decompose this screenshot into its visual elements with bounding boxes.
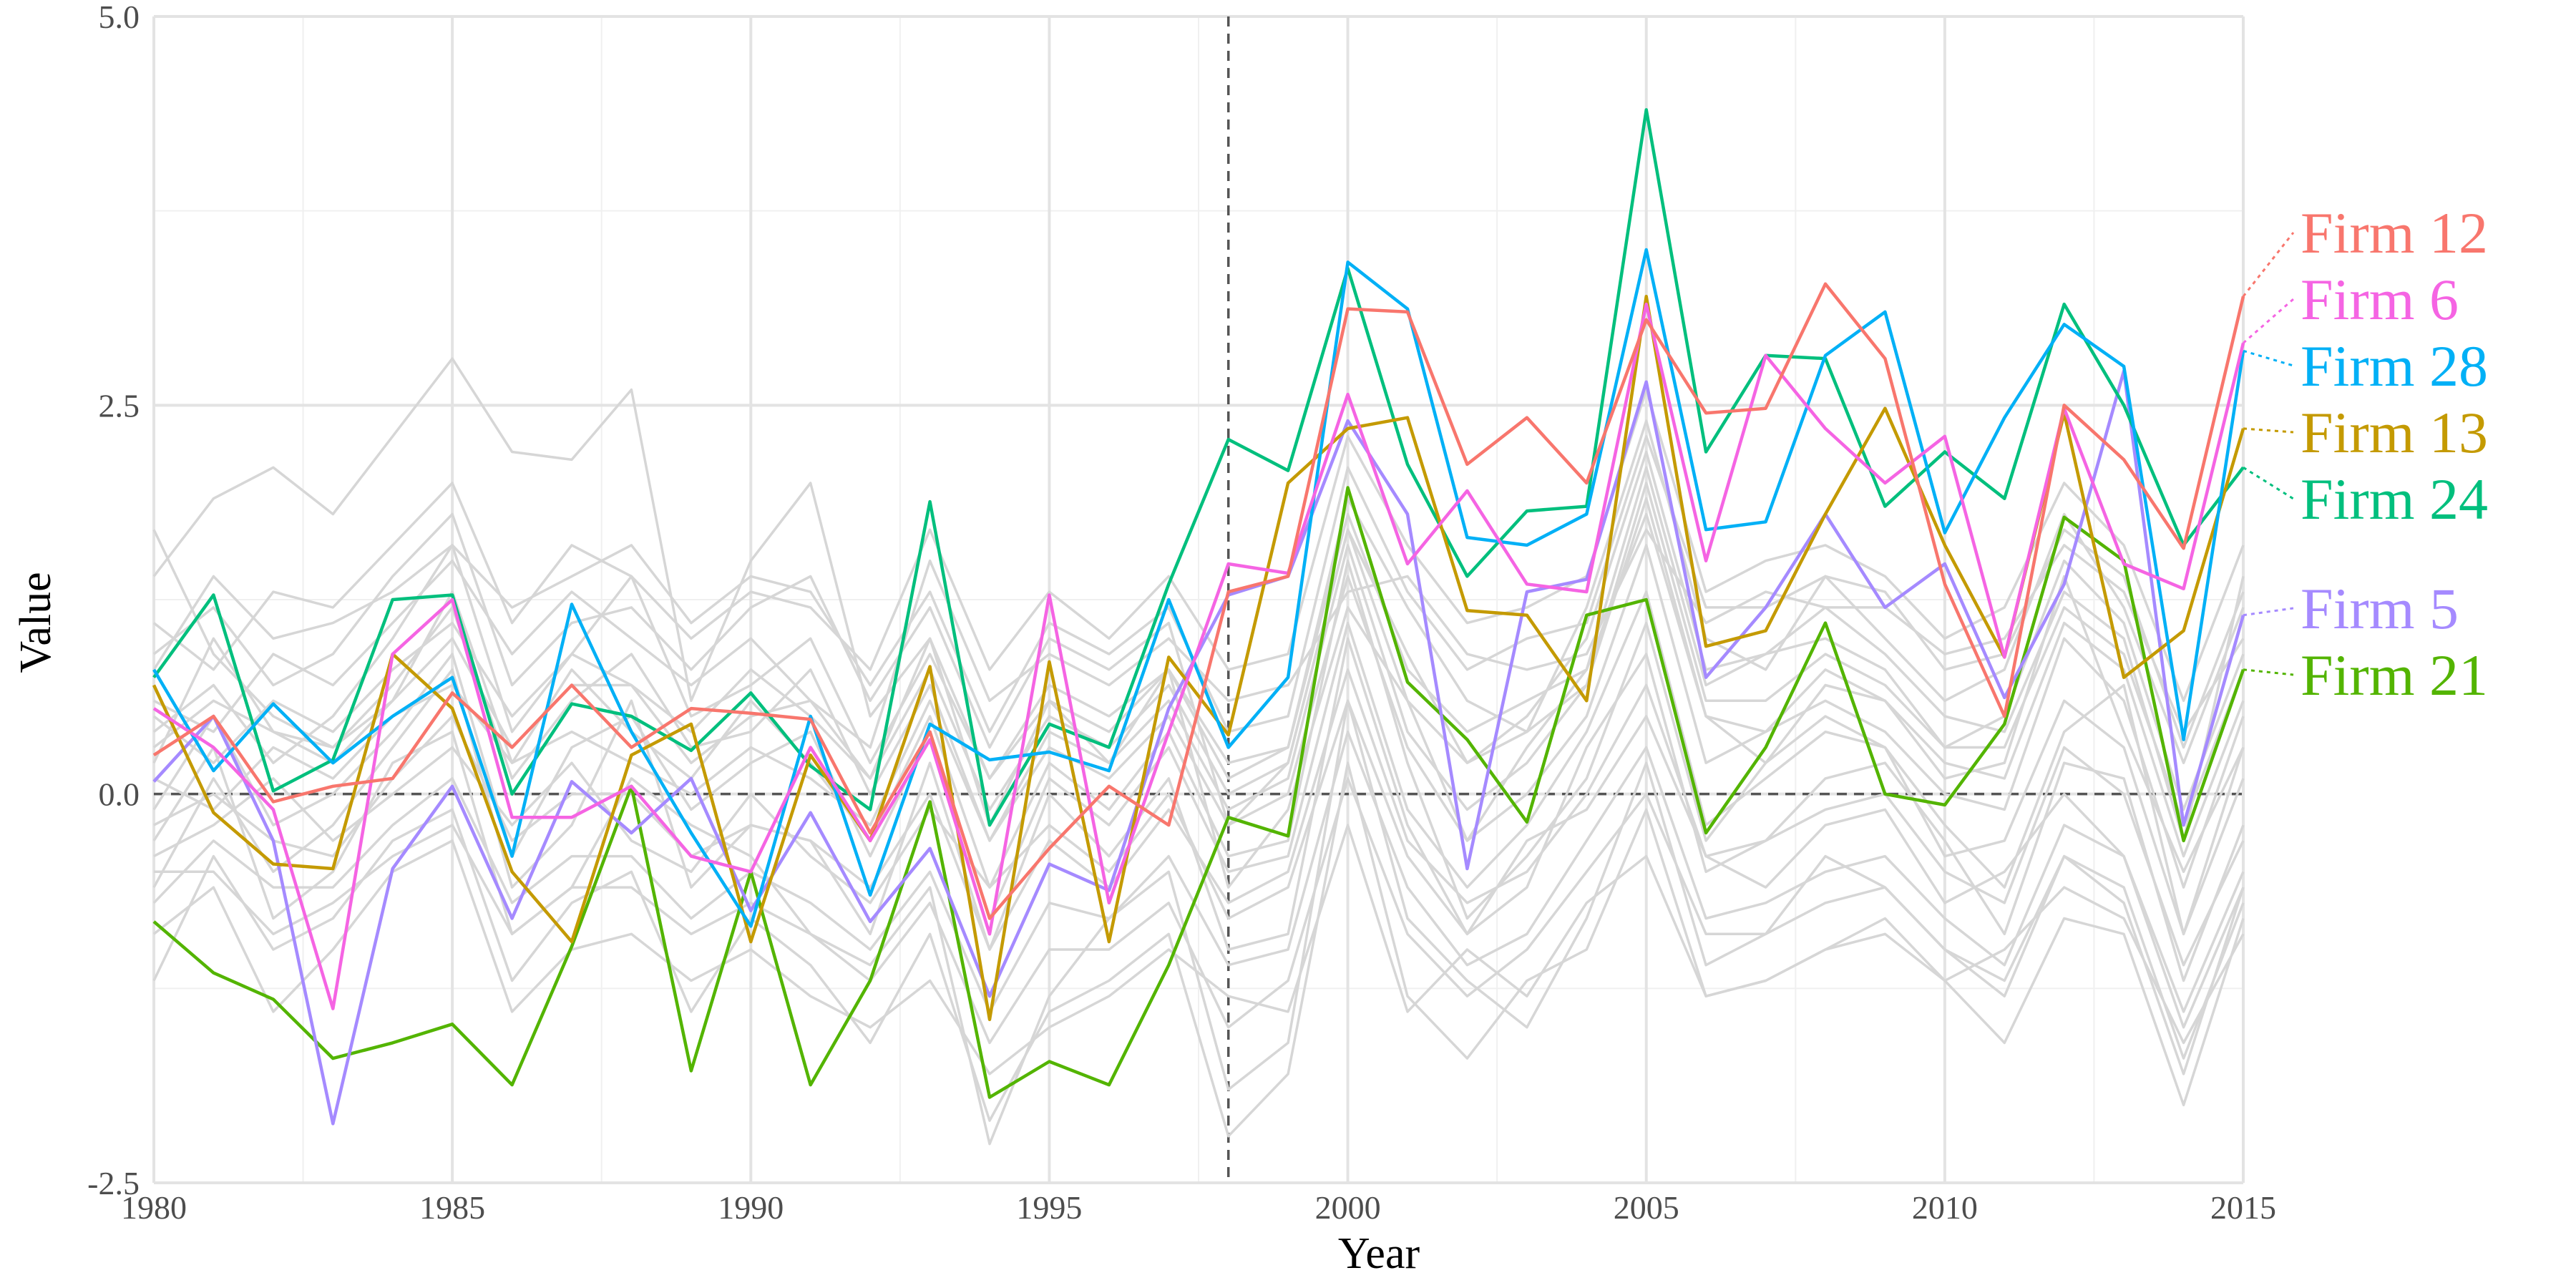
series-line-firm-28 (152, 248, 2245, 928)
y-tick-label: -2.5 (87, 1165, 140, 1201)
background-series-line (154, 777, 2245, 1060)
series-label-firm-6: Firm 6 (2301, 267, 2459, 332)
series-line-firm-13 (152, 294, 2245, 1022)
series-line-firm-12 (152, 282, 2245, 920)
x-tick-label: 1985 (419, 1189, 485, 1226)
y-tick-label: 5.0 (99, 0, 140, 35)
background-series (152, 357, 2245, 1146)
background-series-line (152, 637, 2245, 982)
series-label-firm-13: Firm 13 (2301, 400, 2488, 465)
y-tick-label: 0.0 (99, 776, 140, 813)
background-series-line (152, 761, 2245, 1138)
x-tick-label: 1995 (1016, 1189, 1082, 1226)
label-connector (2242, 232, 2295, 298)
highlighted-series (152, 108, 2245, 1126)
series-label-firm-5: Firm 5 (2301, 576, 2459, 641)
x-tick-label: 2010 (1912, 1189, 1978, 1226)
series-label-firm-12: Firm 12 (2301, 200, 2488, 265)
x-tick-label: 1980 (121, 1189, 187, 1226)
label-connector (2243, 427, 2294, 434)
y-tick-label: 2.5 (99, 387, 140, 424)
x-axis-title: Year (1338, 1229, 1420, 1278)
y-axis-ticks: -2.5 0.0 2.5 5.0 (87, 0, 140, 1201)
label-connector (2243, 668, 2294, 676)
series-line-firm-24 (152, 108, 2245, 827)
series-label-firm-21: Firm 21 (2301, 643, 2488, 708)
background-series-line (153, 544, 2245, 889)
label-connectors (2242, 232, 2295, 676)
background-series-line (152, 388, 2245, 703)
label-connector (2243, 298, 2294, 344)
series-label-firm-28: Firm 28 (2301, 333, 2488, 399)
series-line-firm-6 (152, 302, 2245, 1010)
background-series-line (152, 529, 2245, 936)
label-connector (2243, 349, 2294, 367)
series-label-firm-24: Firm 24 (2301, 467, 2488, 532)
background-series-line (152, 466, 2245, 811)
x-tick-label: 1990 (718, 1189, 784, 1226)
x-tick-label: 2015 (2210, 1189, 2276, 1226)
background-series-line (153, 668, 2245, 967)
series-line-firm-21 (152, 486, 2245, 1099)
background-series-line (152, 482, 2245, 826)
x-tick-label: 2005 (1614, 1189, 1679, 1226)
label-connector (2243, 466, 2294, 500)
reference-lines (154, 16, 2243, 1183)
x-axis-ticks: 1980 1985 1990 1995 2000 2005 2010 2015 (121, 1189, 2276, 1226)
x-tick-label: 2000 (1315, 1189, 1381, 1226)
background-series-line (152, 730, 2245, 1029)
label-connector (2243, 607, 2294, 617)
background-series-line (152, 357, 2245, 889)
y-axis-title: Value (11, 572, 60, 673)
background-series-line (152, 824, 2245, 1075)
minor-gridlines (154, 16, 2243, 1183)
